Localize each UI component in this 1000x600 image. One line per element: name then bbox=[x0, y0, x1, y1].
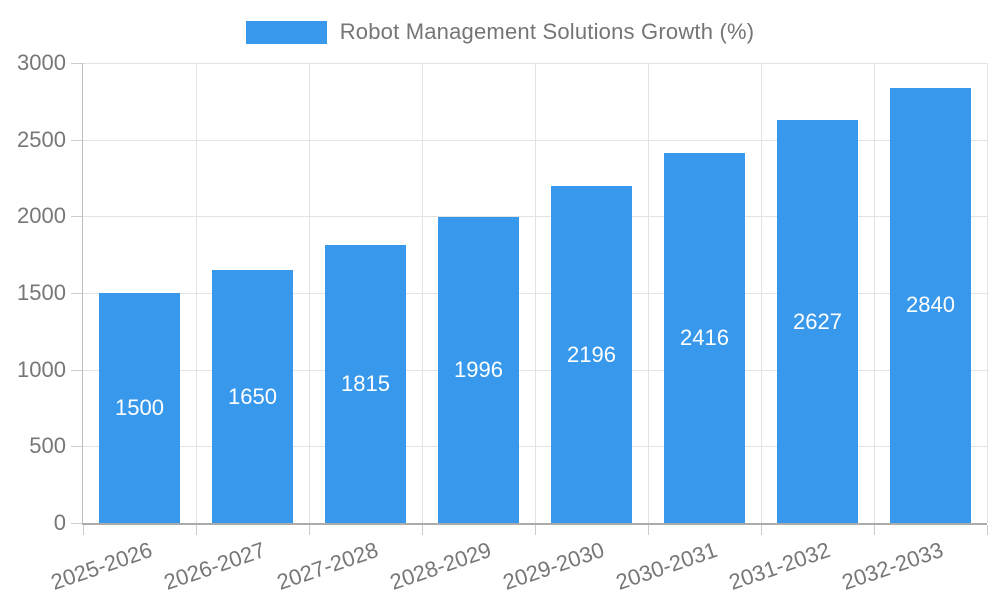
x-tick-label: 2027-2028 bbox=[274, 537, 382, 595]
bar[interactable]: 1815 bbox=[325, 244, 406, 523]
bar-value-label: 1996 bbox=[454, 356, 503, 382]
x-tick-mark bbox=[535, 525, 536, 535]
gridline-vertical bbox=[987, 63, 988, 523]
y-tick-label: 2000 bbox=[17, 203, 66, 229]
bar-value-label: 2196 bbox=[567, 341, 616, 367]
gridline-vertical bbox=[422, 63, 423, 523]
x-tick-mark bbox=[83, 525, 84, 535]
x-tick-label: 2025-2026 bbox=[48, 537, 156, 595]
bar[interactable]: 1500 bbox=[99, 293, 180, 523]
x-tick-mark bbox=[422, 525, 423, 535]
y-tick-label: 1000 bbox=[17, 356, 66, 382]
bar-column: 2416 bbox=[648, 63, 761, 523]
y-tick-label: 3000 bbox=[17, 50, 66, 75]
plot-area: 1500 1650 1815 1996 2196 2416 2627 2840 0 500 100… bbox=[17, 50, 988, 595]
y-tick-mark bbox=[71, 216, 82, 218]
y-tick-label: 0 bbox=[53, 510, 66, 535]
bar-column: 1500 bbox=[83, 63, 196, 523]
x-tick-label: 2028-2029 bbox=[387, 537, 495, 595]
x-tick-mark bbox=[761, 525, 762, 535]
x-tick-mark bbox=[196, 525, 197, 535]
legend[interactable]: Robot Management Solutions Growth (%) bbox=[0, 19, 1000, 45]
bar-value-label: 1500 bbox=[115, 395, 164, 420]
bar[interactable]: 2840 bbox=[890, 87, 971, 523]
y-tick-label: 1500 bbox=[17, 280, 66, 305]
bar[interactable]: 1996 bbox=[438, 216, 519, 523]
gridline-vertical bbox=[535, 63, 536, 523]
y-tick-label: 2500 bbox=[17, 126, 66, 152]
bar-value-label: 2416 bbox=[680, 324, 729, 350]
x-tick-mark bbox=[987, 525, 988, 535]
bar-value-label: 1815 bbox=[341, 370, 390, 396]
legend-label: Robot Management Solutions Growth (%) bbox=[339, 19, 755, 44]
bar[interactable]: 1650 bbox=[212, 270, 293, 523]
gridline-vertical bbox=[648, 63, 649, 523]
gridline-vertical bbox=[874, 63, 875, 523]
bar[interactable]: 2196 bbox=[551, 186, 632, 523]
bar-column: 1996 bbox=[422, 63, 535, 523]
gridline-vertical bbox=[309, 63, 310, 523]
bar-column: 2840 bbox=[874, 63, 987, 523]
x-tick-mark bbox=[648, 525, 649, 535]
x-tick-mark bbox=[874, 525, 875, 535]
y-tick-mark bbox=[71, 63, 82, 64]
y-tick-mark bbox=[71, 293, 82, 294]
bar-value-label: 1650 bbox=[228, 383, 277, 409]
legend-swatch-icon bbox=[245, 20, 327, 44]
gridline-vertical bbox=[761, 63, 762, 523]
y-tick-label: 500 bbox=[29, 433, 66, 459]
x-tick-label: 2026-2027 bbox=[161, 537, 269, 595]
bar[interactable]: 2416 bbox=[664, 152, 745, 523]
bar-value-label: 2840 bbox=[906, 292, 955, 318]
x-tick-label: 2032-2033 bbox=[839, 537, 947, 595]
bars-layer: 1500 1650 1815 1996 2196 2416 2627 2840 bbox=[83, 63, 987, 523]
bar-column: 2627 bbox=[761, 63, 874, 523]
bar-value-label: 2627 bbox=[793, 308, 842, 334]
y-tick-mark bbox=[71, 446, 82, 448]
y-tick-mark bbox=[71, 369, 82, 371]
gridline-vertical bbox=[196, 63, 197, 523]
bar-column: 2196 bbox=[535, 63, 648, 523]
bar[interactable]: 2627 bbox=[777, 120, 858, 523]
x-tick-mark bbox=[309, 525, 310, 535]
x-tick-label: 2029-2030 bbox=[500, 537, 608, 595]
x-tick-label: 2030-2031 bbox=[613, 537, 721, 595]
x-tick-label: 2031-2032 bbox=[726, 537, 834, 595]
y-tick-mark bbox=[71, 523, 82, 524]
bar-column: 1815 bbox=[309, 63, 422, 523]
y-tick-mark bbox=[71, 139, 82, 141]
bar-column: 1650 bbox=[196, 63, 309, 523]
